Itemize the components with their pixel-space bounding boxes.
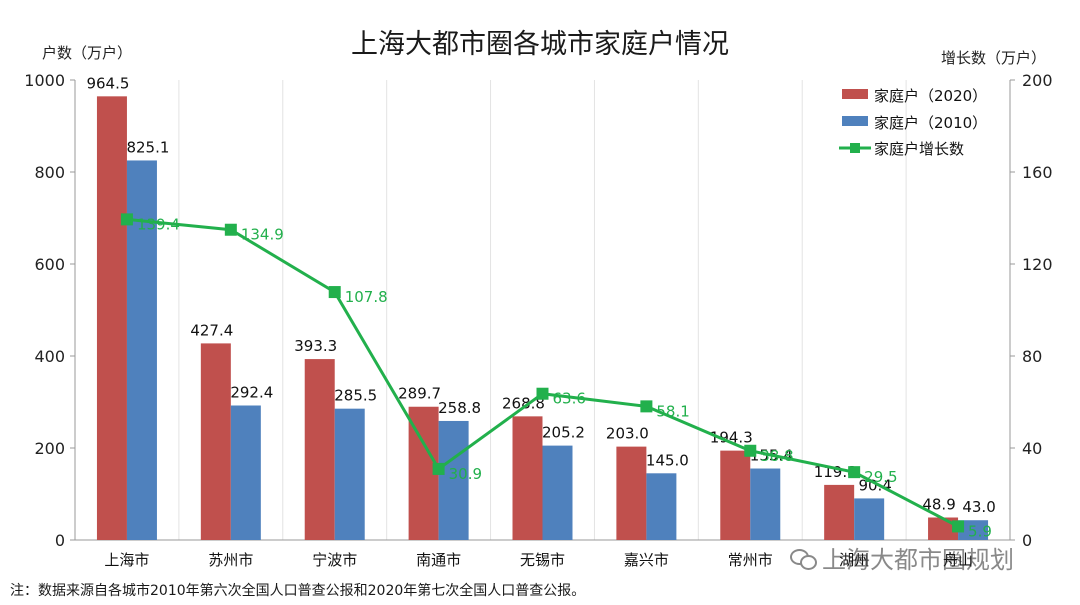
- right-tick-label: 120: [1022, 255, 1053, 274]
- x-tick-label: 湖州: [839, 551, 869, 569]
- bar-2010: [438, 420, 469, 540]
- legend-marker-growth: [850, 143, 860, 153]
- left-tick-label: 1000: [24, 71, 65, 90]
- growth-point: [328, 286, 341, 299]
- left-tick-label: 0: [55, 531, 65, 550]
- x-tick-label: 嘉兴市: [624, 551, 669, 569]
- watermark-text: 上海大都市圈规划: [822, 546, 1014, 574]
- growth-label: 58.1: [656, 402, 689, 420]
- bar-2010-label: 90.4: [858, 476, 891, 494]
- wechat-icon: [790, 547, 817, 570]
- watermark: 上海大都市圈规划: [790, 540, 1014, 575]
- bar-2010: [334, 408, 365, 540]
- right-tick-label: 160: [1022, 163, 1053, 182]
- growth-label: 63.6: [553, 390, 586, 408]
- growth-point: [640, 400, 653, 413]
- bar-2010: [230, 405, 261, 540]
- bar-2010: [854, 498, 885, 540]
- right-tick-label: 200: [1022, 71, 1053, 90]
- growth-label: 139.4: [137, 215, 180, 233]
- bar-2020: [304, 359, 335, 540]
- right-axis-label: 增长数（万户）: [941, 49, 1046, 67]
- bar-2010: [542, 445, 573, 540]
- legend-swatch-2010: [842, 116, 868, 126]
- bar-2020: [96, 96, 127, 540]
- bar-2020: [824, 484, 855, 540]
- bar-2020-label: 289.7: [398, 385, 441, 403]
- bar-2020-label: 194.3: [710, 429, 753, 447]
- bar-2020-label: 48.9: [922, 496, 955, 514]
- growth-point: [432, 462, 445, 475]
- bar-2010: [958, 520, 989, 540]
- growth-label: 29.5: [864, 468, 897, 486]
- growth-label: 5.9: [968, 522, 992, 540]
- left-tick-label: 400: [34, 347, 65, 366]
- bar-2020-label: 203.0: [606, 425, 649, 443]
- left-tick-label: 600: [34, 255, 65, 274]
- bar-2010-label: 145.0: [646, 451, 689, 469]
- bar-2020: [720, 450, 751, 540]
- x-tick-label: 苏州市: [208, 551, 253, 569]
- source-note: 注：数据来源自各城市2010年第六次全国人口普查公报和2020年第七次全国人口普…: [10, 583, 586, 599]
- bar-2010-label: 825.1: [126, 138, 169, 156]
- growth-point: [536, 387, 549, 400]
- bar-2010-label: 43.0: [962, 498, 995, 516]
- right-tick-label: 40: [1022, 439, 1042, 458]
- legend-label-growth: 家庭户增长数: [874, 140, 964, 158]
- bar-2010: [646, 473, 677, 540]
- growth-label: 134.9: [241, 226, 284, 244]
- growth-point: [120, 213, 133, 226]
- bar-2010-label: 292.4: [230, 383, 273, 401]
- left-tick-label: 800: [34, 163, 65, 182]
- x-tick-label: 上海市: [104, 551, 149, 569]
- growth-label: 30.9: [449, 465, 482, 483]
- growth-point: [744, 444, 757, 457]
- growth-label: 107.8: [345, 288, 388, 306]
- legend-label-2020: 家庭户（2020）: [874, 87, 987, 105]
- x-tick-label: 南通市: [416, 551, 461, 569]
- right-tick-label: 80: [1022, 347, 1042, 366]
- legend-swatch-2020: [842, 89, 868, 99]
- growth-point: [224, 223, 237, 236]
- bar-2010: [750, 468, 781, 540]
- bar-2020-label: 427.4: [190, 321, 233, 339]
- left-tick-label: 200: [34, 439, 65, 458]
- bar-2020: [616, 446, 647, 540]
- growth-label: 38.8: [760, 447, 793, 465]
- bar-2020-label: 393.3: [294, 337, 337, 355]
- growth-point: [848, 466, 861, 479]
- bar-2020: [200, 343, 231, 540]
- x-tick-label: 常州市: [728, 551, 773, 569]
- left-axis-label: 户数（万户）: [42, 44, 132, 62]
- right-tick-label: 0: [1022, 531, 1032, 550]
- x-tick-label: 无锡市: [520, 551, 565, 569]
- chart-title: 上海大都市圈各城市家庭户情况: [351, 29, 729, 60]
- legend-label-2010: 家庭户（2010）: [874, 114, 987, 132]
- bar-2010-label: 205.2: [542, 424, 585, 442]
- x-tick-label: 舟山: [943, 551, 973, 569]
- bar-2010-label: 285.5: [334, 387, 377, 405]
- x-tick-label: 宁波市: [312, 551, 357, 569]
- bar-2020-label: 964.5: [86, 74, 129, 92]
- growth-point: [952, 520, 965, 533]
- bar-2010-label: 258.8: [438, 399, 481, 417]
- bar-2020: [512, 416, 543, 540]
